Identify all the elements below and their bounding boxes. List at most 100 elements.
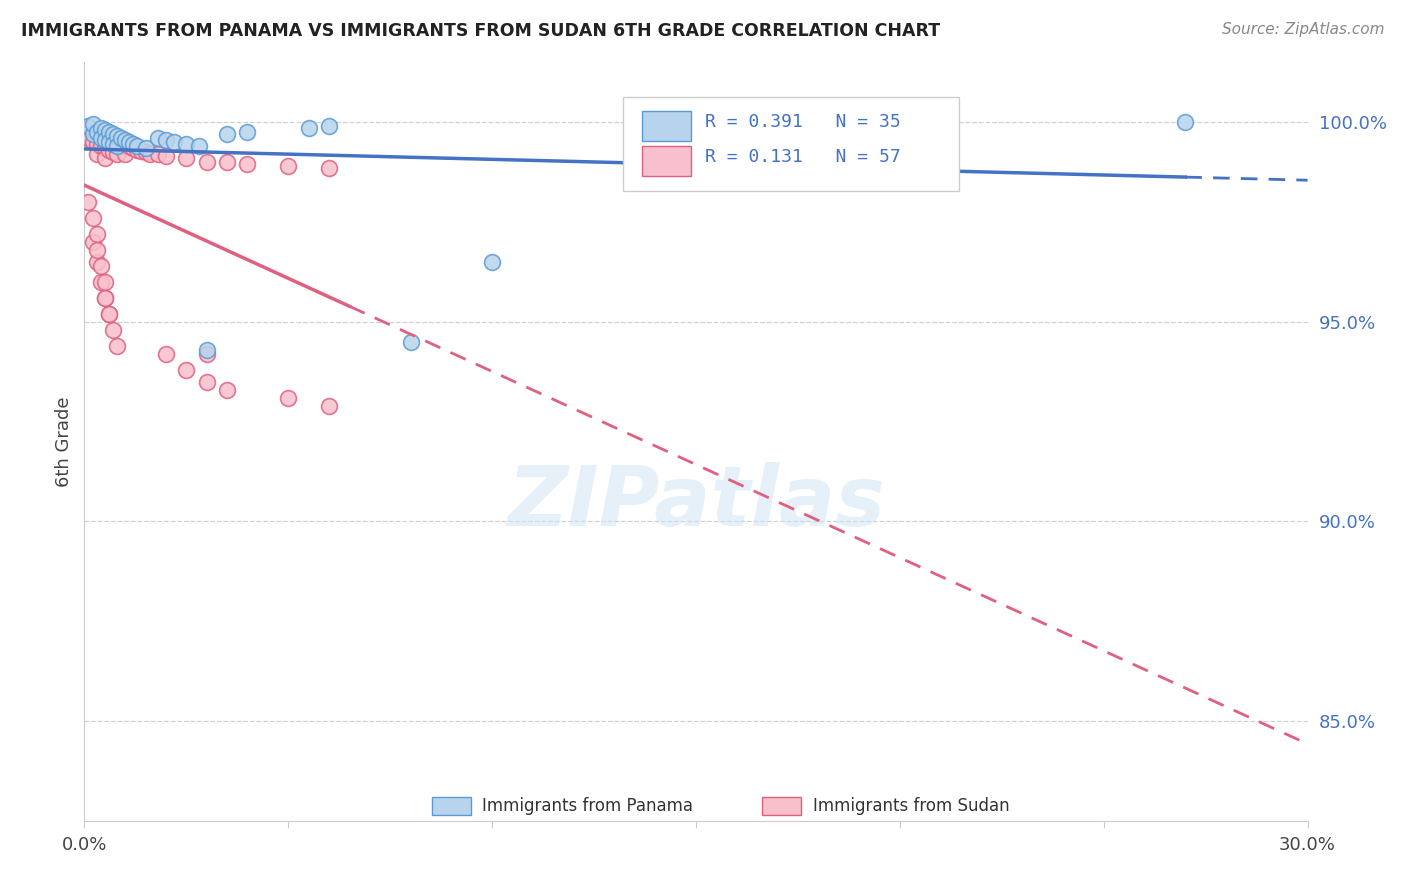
Point — [318, 399, 340, 413]
FancyBboxPatch shape — [623, 96, 959, 191]
Point — [146, 147, 169, 161]
Point — [86, 243, 108, 257]
Point — [86, 227, 108, 241]
Point — [97, 307, 120, 321]
Point — [101, 135, 124, 149]
Point — [318, 161, 340, 176]
FancyBboxPatch shape — [432, 797, 471, 815]
Point — [86, 147, 108, 161]
Point — [163, 135, 186, 149]
Text: Immigrants from Panama: Immigrants from Panama — [482, 797, 693, 815]
Point — [110, 131, 132, 145]
Text: Source: ZipAtlas.com: Source: ZipAtlas.com — [1222, 22, 1385, 37]
Point — [127, 139, 149, 153]
Point — [105, 129, 128, 144]
Point — [90, 139, 112, 153]
Point — [105, 147, 128, 161]
Text: Immigrants from Sudan: Immigrants from Sudan — [814, 797, 1010, 815]
Point — [138, 147, 160, 161]
Point — [93, 131, 115, 145]
Point — [77, 195, 100, 210]
Point — [93, 133, 115, 147]
Point — [114, 147, 136, 161]
Point — [82, 235, 104, 249]
Point — [685, 147, 707, 161]
Point — [217, 155, 239, 169]
Point — [77, 121, 100, 136]
Point — [105, 137, 128, 152]
FancyBboxPatch shape — [643, 111, 692, 141]
Point — [82, 135, 104, 149]
Point — [86, 125, 108, 139]
Point — [82, 128, 104, 142]
Point — [97, 133, 120, 147]
Point — [101, 323, 124, 337]
Y-axis label: 6th Grade: 6th Grade — [55, 396, 73, 487]
Point — [127, 143, 149, 157]
Point — [97, 143, 120, 157]
Point — [101, 128, 124, 142]
Text: IMMIGRANTS FROM PANAMA VS IMMIGRANTS FROM SUDAN 6TH GRADE CORRELATION CHART: IMMIGRANTS FROM PANAMA VS IMMIGRANTS FRO… — [21, 22, 941, 40]
Point — [90, 129, 112, 144]
Point — [105, 139, 128, 153]
Point — [97, 307, 120, 321]
Point — [277, 391, 299, 405]
Point — [277, 159, 299, 173]
Point — [82, 211, 104, 225]
Point — [97, 135, 120, 149]
Point — [135, 145, 157, 160]
Point — [90, 131, 112, 145]
Point — [82, 125, 104, 139]
Point — [93, 275, 115, 289]
Point — [90, 121, 112, 136]
Point — [155, 133, 177, 147]
Point — [135, 141, 157, 155]
FancyBboxPatch shape — [643, 145, 692, 177]
Point — [298, 121, 321, 136]
Point — [86, 128, 108, 142]
Point — [318, 120, 340, 134]
Text: ZIPatlas: ZIPatlas — [508, 462, 884, 542]
Point — [236, 157, 259, 171]
Point — [174, 137, 197, 152]
Point — [187, 139, 209, 153]
Point — [929, 128, 952, 142]
Point — [114, 133, 136, 147]
Point — [82, 117, 104, 131]
FancyBboxPatch shape — [762, 797, 801, 815]
Point — [110, 139, 132, 153]
Point — [77, 131, 100, 145]
Point — [174, 362, 197, 376]
Point — [155, 149, 177, 163]
Point — [93, 291, 115, 305]
Point — [90, 275, 112, 289]
Point — [155, 347, 177, 361]
Point — [195, 347, 218, 361]
Point — [236, 125, 259, 139]
Point — [122, 141, 145, 155]
Point — [481, 255, 503, 269]
Point — [195, 343, 218, 357]
Point — [195, 375, 218, 389]
Point — [97, 125, 120, 139]
Point — [86, 255, 108, 269]
Point — [122, 137, 145, 152]
Point — [101, 145, 124, 160]
Point — [217, 128, 239, 142]
Point — [217, 383, 239, 397]
Point — [77, 120, 100, 134]
Point — [101, 137, 124, 152]
Point — [114, 137, 136, 152]
Point — [105, 339, 128, 353]
Point — [93, 151, 115, 165]
Point — [131, 144, 153, 158]
Point — [93, 291, 115, 305]
Point — [1174, 115, 1197, 129]
Point — [118, 139, 141, 153]
Point — [399, 334, 422, 349]
Point — [86, 137, 108, 152]
Text: R = 0.131   N = 57: R = 0.131 N = 57 — [704, 148, 900, 166]
Point — [146, 131, 169, 145]
Point — [174, 151, 197, 165]
Point — [93, 141, 115, 155]
